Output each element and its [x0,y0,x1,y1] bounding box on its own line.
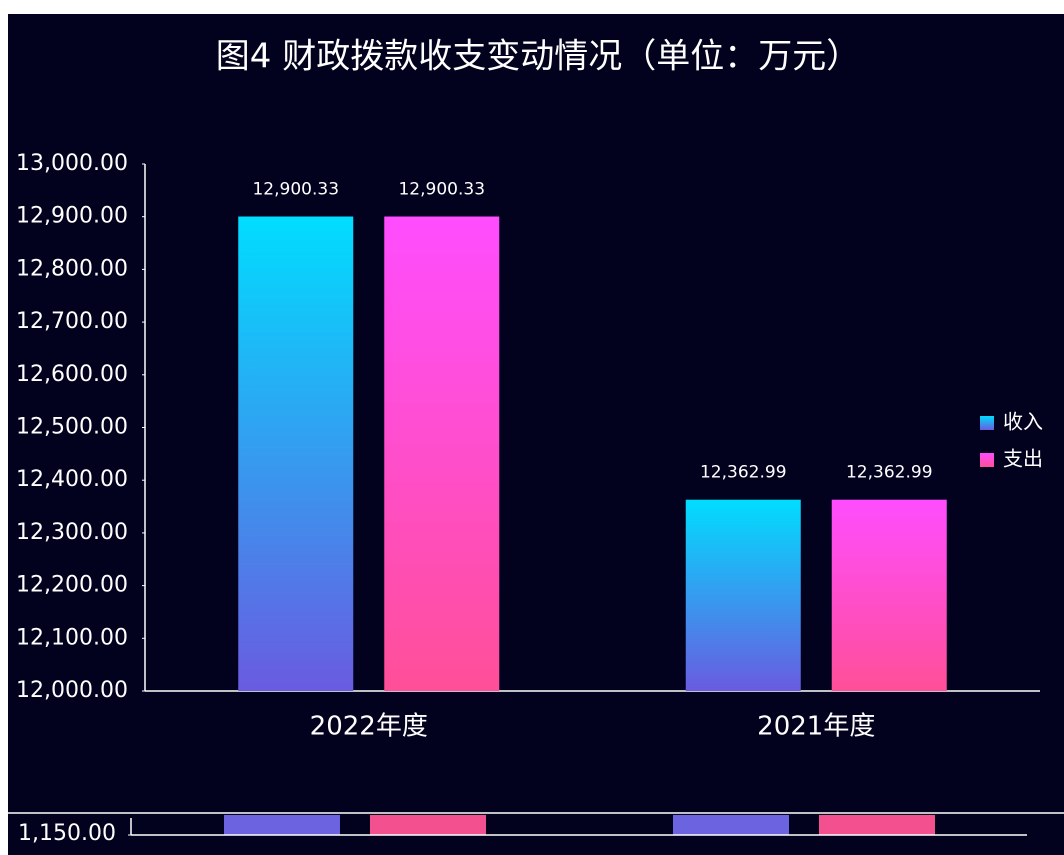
cropped-bar [673,815,789,835]
cropped-bar [819,815,935,835]
x-tick-label: 2022年度 [310,712,428,742]
x-tick-label: 2021年度 [757,712,875,742]
y-tick-label: 12,700.00 [16,309,128,334]
y-tick-label: 12,400.00 [16,467,128,492]
bar [384,216,500,691]
legend-label: 收入 [1003,410,1043,434]
y-tick-label: 12,200.00 [16,573,128,598]
value-label: 12,362.99 [700,463,787,483]
bar [685,499,801,691]
legend-label: 支出 [1003,447,1043,471]
y-tick-label: 12,800.00 [16,256,128,281]
chart-title: 图4 财政拨款收支变动情况（单位：万元） [216,37,860,77]
y-tick-label: 1,150.00 [18,821,116,846]
legend-swatch [980,416,994,430]
value-label: 12,362.99 [846,463,933,483]
value-label: 12,900.33 [398,180,485,200]
bar [831,499,947,691]
y-tick-label: 12,900.00 [16,204,128,229]
y-tick-label: 12,000.00 [16,678,128,703]
y-tick-label: 12,500.00 [16,415,128,440]
cropped-bar [224,815,340,835]
y-tick-label: 12,300.00 [16,520,128,545]
bar [238,216,354,691]
y-tick-label: 13,000.00 [16,151,128,176]
legend-swatch [980,453,994,467]
chart-bg [8,14,1064,855]
y-tick-label: 12,600.00 [16,362,128,387]
value-label: 12,900.33 [252,180,339,200]
cropped-bar [370,815,486,835]
y-tick-label: 12,100.00 [16,625,128,650]
